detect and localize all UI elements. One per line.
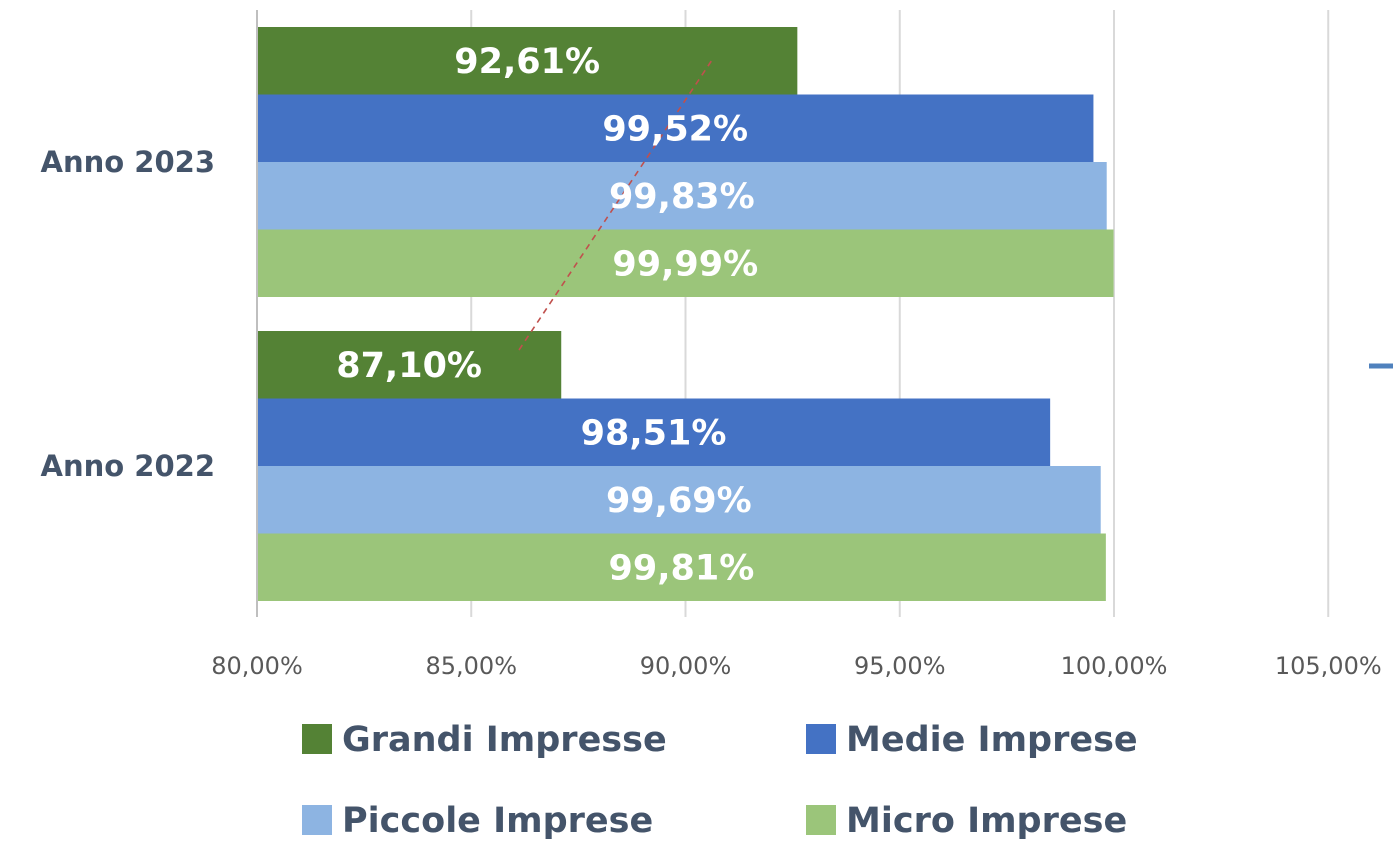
- x-axis-tick-labels: 80,00% 85,00% 90,00% 95,00% 100,00% 105,00%: [211, 652, 1381, 680]
- data-labels: 92,61%99,52% 99,83% 99,99% 87,10% 98,51% 99,6…: [336, 42, 758, 589]
- legend: Grandi Impresse Medie Imprese Piccole Impr…: [302, 720, 1138, 841]
- bar-grandi-impresse-anno-2022: [257, 331, 562, 399]
- bar-micro-imprese-anno-2022: [257, 533, 1106, 601]
- category-labels: Anno 2023 Anno 2022: [41, 145, 215, 483]
- legend-swatch-micro-imprese: [806, 805, 836, 835]
- legend-label-micro-imprese: Micro Imprese: [846, 801, 1127, 841]
- data-label-grandi-impresse-anno-2022: 87,10%: [336, 346, 482, 386]
- category-label-anno-2023: Anno 2023: [41, 145, 215, 179]
- bar-micro-imprese-anno-2023: [257, 229, 1114, 297]
- legend-label-piccole-imprese: Piccole Imprese: [342, 801, 653, 841]
- data-label-medie-imprese-anno-2023: 99,52%: [602, 109, 748, 149]
- legend-item-micro-imprese: Micro Imprese: [806, 801, 1127, 841]
- data-label-grandi-impresse-anno-2023: 92,61%: [454, 42, 600, 82]
- bar-medie-imprese-anno-2023: [257, 94, 1094, 162]
- tick-label-5: 105,00%: [1275, 652, 1382, 680]
- bar-piccole-imprese-anno-2022: [257, 466, 1101, 534]
- bar-medie-imprese-anno-2022: [257, 398, 1051, 466]
- legend-label-grandi-impresse: Grandi Impresse: [342, 720, 667, 760]
- bar-grandi-impresse-anno-2023: [257, 27, 798, 95]
- legend-item-medie-imprese: Medie Imprese: [806, 720, 1138, 760]
- data-label-micro-imprese-anno-2023: 99,99%: [612, 244, 758, 284]
- data-label-medie-imprese-anno-2022: 98,51%: [581, 413, 727, 453]
- bar-piccole-imprese-anno-2023: [257, 162, 1107, 230]
- legend-label-medie-imprese: Medie Imprese: [846, 720, 1138, 760]
- category-label-anno-2022: Anno 2022: [41, 449, 215, 483]
- data-label-piccole-imprese-anno-2022: 99,69%: [606, 481, 752, 521]
- legend-swatch-piccole-imprese: [302, 805, 332, 835]
- legend-swatch-medie-imprese: [806, 724, 836, 754]
- tick-label-4: 100,00%: [1061, 652, 1168, 680]
- legend-swatch-grandi-impresse: [302, 724, 332, 754]
- legend-item-piccole-imprese: Piccole Imprese: [302, 801, 653, 841]
- tick-label-3: 95,00%: [854, 652, 946, 680]
- data-label-piccole-imprese-anno-2023: 99,83%: [609, 177, 755, 217]
- data-label-micro-imprese-anno-2022: 99,81%: [609, 548, 755, 588]
- tick-label-2: 90,00%: [640, 652, 732, 680]
- trendline-grandi-impresse: [518, 59, 713, 351]
- legend-item-grandi-impresse: Grandi Impresse: [302, 720, 667, 760]
- bars: [257, 27, 1114, 601]
- tick-label-0: 80,00%: [211, 652, 303, 680]
- tick-label-1: 85,00%: [425, 652, 517, 680]
